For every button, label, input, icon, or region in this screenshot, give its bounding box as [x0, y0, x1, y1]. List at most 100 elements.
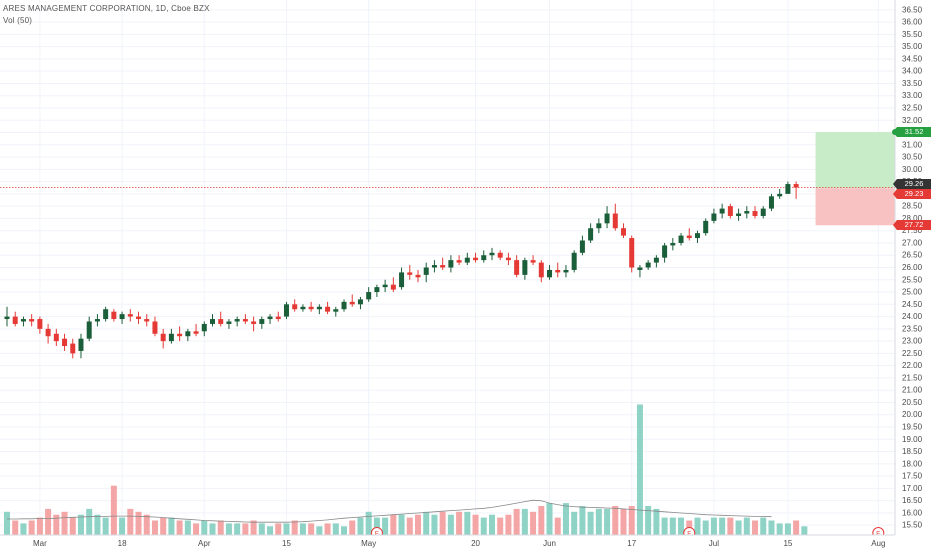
profit-zone[interactable]: [815, 132, 895, 189]
candle-up[interactable]: [283, 304, 289, 317]
candle-up[interactable]: [399, 272, 405, 288]
candle-down[interactable]: [456, 260, 462, 263]
candle-down[interactable]: [45, 328, 51, 337]
candle-down[interactable]: [473, 257, 479, 261]
candle-up[interactable]: [341, 301, 347, 310]
candle-up[interactable]: [489, 252, 495, 256]
candle-down[interactable]: [12, 316, 18, 324]
candle-down[interactable]: [160, 333, 166, 342]
candle-down[interactable]: [275, 316, 281, 320]
candle-down[interactable]: [152, 321, 158, 334]
candle-up[interactable]: [653, 257, 659, 263]
candle-up[interactable]: [431, 265, 437, 268]
candle-down[interactable]: [111, 311, 117, 320]
candle-up[interactable]: [316, 306, 322, 310]
candle-up[interactable]: [785, 184, 791, 194]
candle-down[interactable]: [62, 338, 68, 347]
candle-up[interactable]: [744, 211, 750, 214]
candle-down[interactable]: [308, 306, 314, 310]
volume-indicator-label[interactable]: Vol (50): [3, 16, 33, 25]
candle-up[interactable]: [563, 269, 569, 273]
candle-up[interactable]: [662, 245, 668, 258]
candle-up[interactable]: [366, 292, 372, 300]
candle-up[interactable]: [185, 331, 191, 337]
candle-up[interactable]: [678, 235, 684, 243]
candle-down[interactable]: [349, 301, 355, 305]
candle-up[interactable]: [168, 333, 174, 342]
candle-down[interactable]: [242, 319, 248, 322]
candle-down[interactable]: [530, 260, 536, 263]
candle-down[interactable]: [555, 269, 561, 273]
candle-up[interactable]: [94, 319, 100, 322]
candle-up[interactable]: [579, 240, 585, 253]
candle-down[interactable]: [53, 333, 59, 342]
candle-up[interactable]: [694, 233, 700, 239]
candle-down[interactable]: [538, 262, 544, 278]
candle-up[interactable]: [703, 220, 709, 234]
candle-down[interactable]: [629, 238, 635, 268]
candle-up[interactable]: [596, 223, 602, 229]
candle-up[interactable]: [210, 319, 215, 324]
candle-down[interactable]: [752, 211, 758, 216]
candle-down[interactable]: [127, 314, 133, 317]
candle-up[interactable]: [719, 208, 725, 214]
candle-down[interactable]: [793, 184, 799, 188]
candle-up[interactable]: [333, 309, 339, 312]
candle-down[interactable]: [251, 321, 257, 324]
candle-up[interactable]: [481, 255, 487, 261]
candle-up[interactable]: [547, 269, 553, 278]
candle-up[interactable]: [637, 267, 643, 270]
candle-up[interactable]: [571, 252, 577, 270]
candle-down[interactable]: [621, 228, 626, 236]
candle-up[interactable]: [4, 316, 10, 320]
candle-up[interactable]: [267, 316, 273, 320]
candle-down[interactable]: [612, 213, 618, 229]
candle-up[interactable]: [357, 299, 363, 305]
loss-zone[interactable]: [815, 188, 895, 226]
candle-down[interactable]: [497, 252, 503, 258]
candle-down[interactable]: [218, 319, 224, 324]
candle-down[interactable]: [70, 343, 76, 354]
candle-up[interactable]: [604, 213, 610, 224]
candle-down[interactable]: [325, 306, 331, 312]
candle-up[interactable]: [423, 267, 429, 275]
candle-up[interactable]: [522, 260, 528, 275]
candle-down[interactable]: [440, 265, 446, 268]
candle-up[interactable]: [464, 257, 470, 263]
candle-up[interactable]: [382, 284, 388, 288]
candle-up[interactable]: [226, 321, 232, 324]
candle-up[interactable]: [103, 309, 109, 320]
candle-up[interactable]: [201, 323, 207, 332]
candle-up[interactable]: [645, 262, 651, 268]
candle-down[interactable]: [193, 331, 199, 334]
candle-up[interactable]: [777, 193, 783, 197]
candle-up[interactable]: [20, 319, 26, 322]
candle-down[interactable]: [37, 319, 43, 329]
candle-down[interactable]: [505, 257, 511, 261]
candle-up[interactable]: [448, 260, 454, 268]
candle-up[interactable]: [374, 287, 380, 293]
candle-down[interactable]: [390, 284, 396, 290]
candle-down[interactable]: [727, 206, 733, 216]
candle-down[interactable]: [514, 260, 520, 275]
candle-down[interactable]: [144, 319, 150, 322]
candle-up[interactable]: [234, 319, 240, 322]
candle-up[interactable]: [760, 208, 766, 216]
candle-up[interactable]: [86, 321, 92, 339]
candle-up[interactable]: [711, 213, 717, 221]
candle-down[interactable]: [686, 235, 692, 239]
candle-up[interactable]: [259, 319, 265, 324]
candle-down[interactable]: [136, 316, 142, 320]
candle-down[interactable]: [292, 304, 298, 310]
candle-up[interactable]: [300, 306, 306, 310]
price-axis[interactable]: [895, 0, 932, 550]
candle-down[interactable]: [407, 272, 413, 275]
candle-up[interactable]: [119, 314, 125, 320]
candle-up[interactable]: [768, 196, 774, 209]
candle-up[interactable]: [78, 338, 84, 351]
candle-up[interactable]: [670, 242, 676, 246]
candle-down[interactable]: [177, 333, 183, 337]
time-axis[interactable]: [0, 535, 932, 550]
candle-down[interactable]: [415, 274, 421, 278]
